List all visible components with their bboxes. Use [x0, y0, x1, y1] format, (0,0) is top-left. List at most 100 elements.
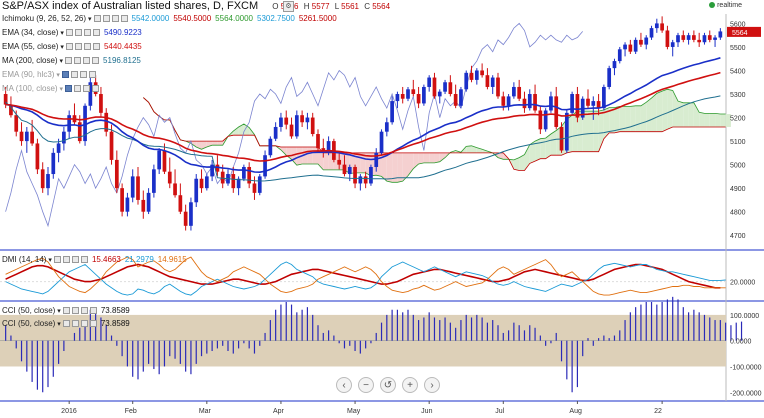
chevron-down-icon[interactable]: ▾ [57, 86, 64, 93]
ichimoku-cloud-segment [540, 138, 546, 159]
ichimoku-cloud-segment [238, 124, 244, 136]
chevron-down-icon[interactable]: ▾ [58, 44, 64, 51]
ichimoku-cloud-segment [609, 107, 615, 133]
candle-body [337, 159, 342, 165]
ichimoku-cloud-segment [619, 106, 626, 132]
visibility-toggle-icon[interactable] [93, 15, 101, 23]
candle-body [485, 75, 490, 87]
settings-icon[interactable] [74, 85, 82, 93]
chevron-down-icon[interactable]: ▾ [58, 30, 64, 37]
visibility-toggle-icon[interactable] [65, 29, 73, 37]
chevron-down-icon[interactable]: ▾ [55, 308, 61, 315]
ichimoku-cloud-segment [280, 146, 287, 156]
candle-body [104, 112, 109, 132]
visibility-toggle-icon[interactable] [65, 85, 73, 93]
chevron-down-icon[interactable]: ▾ [46, 257, 52, 264]
close-icon[interactable] [88, 71, 96, 79]
settings-icon[interactable] [71, 320, 79, 328]
settings-icon[interactable] [71, 307, 79, 315]
legend-value: 5196.8125 [103, 56, 141, 65]
close-icon[interactable] [92, 29, 100, 37]
ichimoku-cloud-segment [482, 149, 488, 153]
candle-body [363, 176, 368, 184]
candle-body [353, 166, 357, 184]
add-icon[interactable] [71, 256, 79, 264]
candle-body [9, 104, 13, 116]
candle-body [416, 94, 421, 104]
ichimoku-cloud-segment [635, 105, 641, 132]
candle-body [51, 152, 56, 175]
scroll-left-button[interactable]: ‹ [336, 377, 352, 393]
price-y-tick: 5500 [730, 45, 746, 52]
add-icon[interactable] [83, 85, 91, 93]
chevron-down-icon[interactable]: ▾ [55, 321, 61, 328]
open-label: O [272, 2, 279, 11]
settings-icon[interactable] [102, 15, 110, 23]
close-icon[interactable] [120, 15, 128, 23]
candle-body [88, 82, 93, 106]
candle-body [432, 77, 437, 97]
add-icon[interactable] [83, 29, 91, 37]
x-tick-label: May [347, 408, 361, 415]
last-price-label: 5564 [732, 30, 748, 37]
candle-body [549, 96, 553, 111]
legend-label: EMA (55, close) [2, 42, 59, 51]
x-tick-label: Feb [125, 408, 137, 415]
zoom-in-button[interactable]: + [402, 377, 418, 393]
cci-y-tick: 100.0000 [730, 313, 759, 320]
visibility-toggle-icon[interactable] [61, 71, 69, 79]
reset-zoom-button[interactable]: ↺ [380, 377, 396, 393]
add-icon[interactable] [80, 307, 88, 315]
add-icon[interactable] [111, 15, 119, 23]
candle-body [30, 131, 34, 144]
settings-gear-icon[interactable]: ⚙ [283, 1, 294, 12]
visibility-toggle-icon[interactable] [53, 256, 61, 264]
candle-body [517, 86, 522, 99]
chevron-down-icon[interactable]: ▾ [54, 72, 60, 79]
price-y-tick: 5100 [730, 139, 746, 146]
ichimoku-cloud-segment [519, 154, 525, 171]
chevron-down-icon[interactable]: ▾ [57, 58, 64, 65]
dmi-y-tick: 20.0000 [730, 280, 755, 287]
settings-icon[interactable] [74, 43, 82, 51]
close-icon[interactable] [89, 307, 97, 315]
close-icon[interactable] [89, 320, 97, 328]
candle-body [390, 101, 394, 123]
legend-value: 5542.0000 [131, 14, 170, 23]
close-icon[interactable] [92, 57, 100, 65]
close-icon[interactable] [92, 43, 100, 51]
add-icon[interactable] [79, 71, 87, 79]
candle-body [178, 195, 183, 212]
candle-body [464, 72, 469, 90]
ichimoku-cloud-segment [725, 114, 731, 127]
settings-icon[interactable] [70, 71, 78, 79]
legend-row: EMA (90, hlc3) ▾ [2, 70, 96, 79]
ichimoku-span-b [143, 97, 726, 171]
visibility-toggle-icon[interactable] [65, 57, 73, 65]
legend-label: DMI (14, 14) [2, 255, 47, 264]
add-icon[interactable] [83, 43, 91, 51]
candle-body [676, 35, 680, 43]
settings-icon[interactable] [74, 29, 82, 37]
candle-body [284, 117, 289, 125]
legend-value: 5564.0000 [215, 14, 253, 23]
settings-icon[interactable] [62, 256, 70, 264]
settings-icon[interactable] [74, 57, 82, 65]
visibility-toggle-icon[interactable] [65, 43, 73, 51]
legend-label: MA (200, close) [2, 56, 58, 65]
visibility-toggle-icon[interactable] [62, 320, 70, 328]
ichimoku-cloud-segment [423, 152, 430, 163]
close-icon[interactable] [92, 85, 100, 93]
add-icon[interactable] [80, 320, 88, 328]
candle-body [718, 31, 723, 38]
chevron-down-icon[interactable]: ▾ [86, 16, 92, 23]
scroll-right-button[interactable]: › [424, 377, 440, 393]
candle-body [83, 105, 87, 142]
add-icon[interactable] [83, 57, 91, 65]
candle-body [411, 89, 416, 95]
legend-label: CCI (50, close) [2, 319, 56, 328]
close-icon[interactable] [80, 256, 88, 264]
visibility-toggle-icon[interactable] [62, 307, 70, 315]
candle-body [633, 39, 638, 52]
zoom-out-button[interactable]: − [358, 377, 374, 393]
